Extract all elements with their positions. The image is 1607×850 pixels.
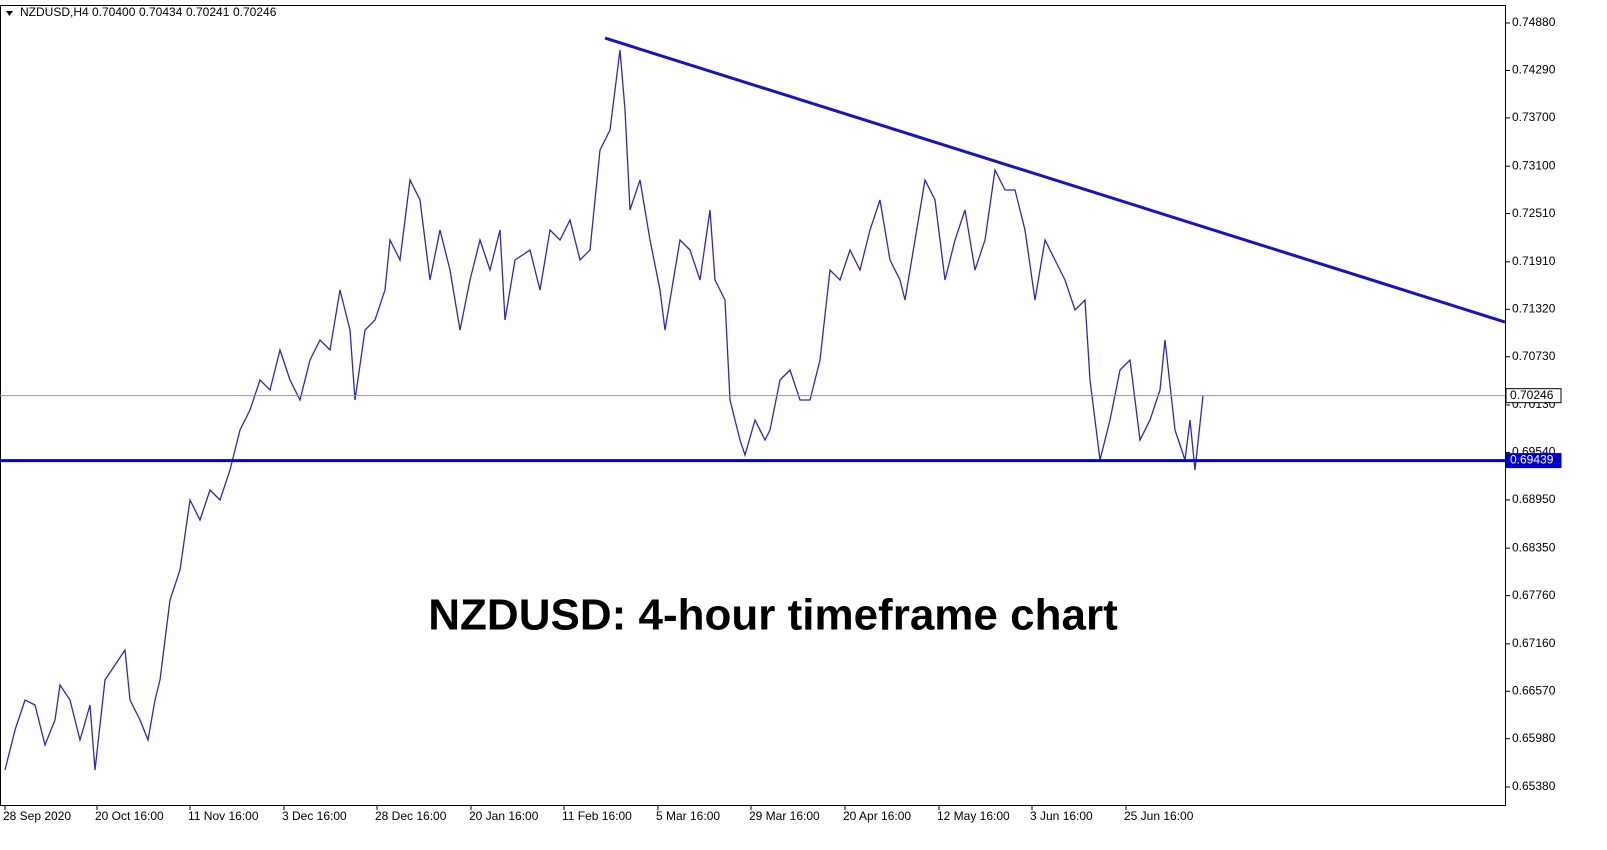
x-tick-label: 3 Dec 16:00 xyxy=(282,809,347,823)
x-tick-label: 12 May 16:00 xyxy=(937,809,1010,823)
x-tick-label: 20 Oct 16:00 xyxy=(95,809,164,823)
x-tick-label: 20 Apr 16:00 xyxy=(843,809,911,823)
y-tick-label: 0.68350 xyxy=(1512,540,1556,554)
x-tick-label: 5 Mar 16:00 xyxy=(656,809,720,823)
y-tick-label: 0.67760 xyxy=(1512,588,1556,602)
y-tick-label: 0.70730 xyxy=(1512,349,1556,363)
x-tick-label: 29 Mar 16:00 xyxy=(749,809,820,823)
y-tick-label: 0.74880 xyxy=(1512,15,1556,29)
price-tag xyxy=(1505,388,1562,404)
x-tick-label: 28 Dec 16:00 xyxy=(375,809,447,823)
plot-frame xyxy=(0,5,1506,806)
price-tag-label: 0.69439 xyxy=(1510,453,1554,467)
symbol: NZDUSD,H4 xyxy=(20,5,89,19)
y-tick-label: 0.68950 xyxy=(1512,492,1556,506)
price-line xyxy=(4,49,1204,771)
y-tick-label: 0.71910 xyxy=(1512,254,1556,268)
y-tick-label: 0.73100 xyxy=(1512,158,1556,172)
y-tick-label: 0.65980 xyxy=(1512,731,1556,745)
y-tick-label: 0.72510 xyxy=(1512,206,1556,220)
ohlc-value: 0.70400 xyxy=(92,5,136,19)
y-tick-label: 0.65380 xyxy=(1512,779,1556,793)
price-tag xyxy=(1505,453,1562,469)
ohlc-value: 0.70246 xyxy=(233,5,277,19)
y-tick-label: 0.67160 xyxy=(1512,636,1556,650)
y-tick-label: 0.66570 xyxy=(1512,683,1556,697)
price-tag-label: 0.70246 xyxy=(1510,388,1554,402)
watermark: NZDUSD: 4-hour timeframe chart xyxy=(428,591,1118,640)
x-tick-label: 11 Nov 16:00 xyxy=(188,809,259,823)
y-tick-label: 0.74290 xyxy=(1512,63,1556,77)
y-tick-label: 0.71320 xyxy=(1512,301,1556,315)
x-tick-label: 28 Sep 2020 xyxy=(3,809,71,823)
x-tick-label: 11 Feb 16:00 xyxy=(562,809,632,823)
x-tick-label: 20 Jan 16:00 xyxy=(469,809,539,823)
ohlc-value: 0.70434 xyxy=(139,5,183,19)
ohlc-value: 0.70241 xyxy=(186,5,230,19)
trendline xyxy=(604,36,1506,324)
y-tick-label: 0.73700 xyxy=(1512,110,1556,124)
menu-arrow xyxy=(6,11,13,16)
x-tick-label: 25 Jun 16:00 xyxy=(1124,809,1194,823)
x-tick-label: 3 Jun 16:00 xyxy=(1030,809,1093,823)
